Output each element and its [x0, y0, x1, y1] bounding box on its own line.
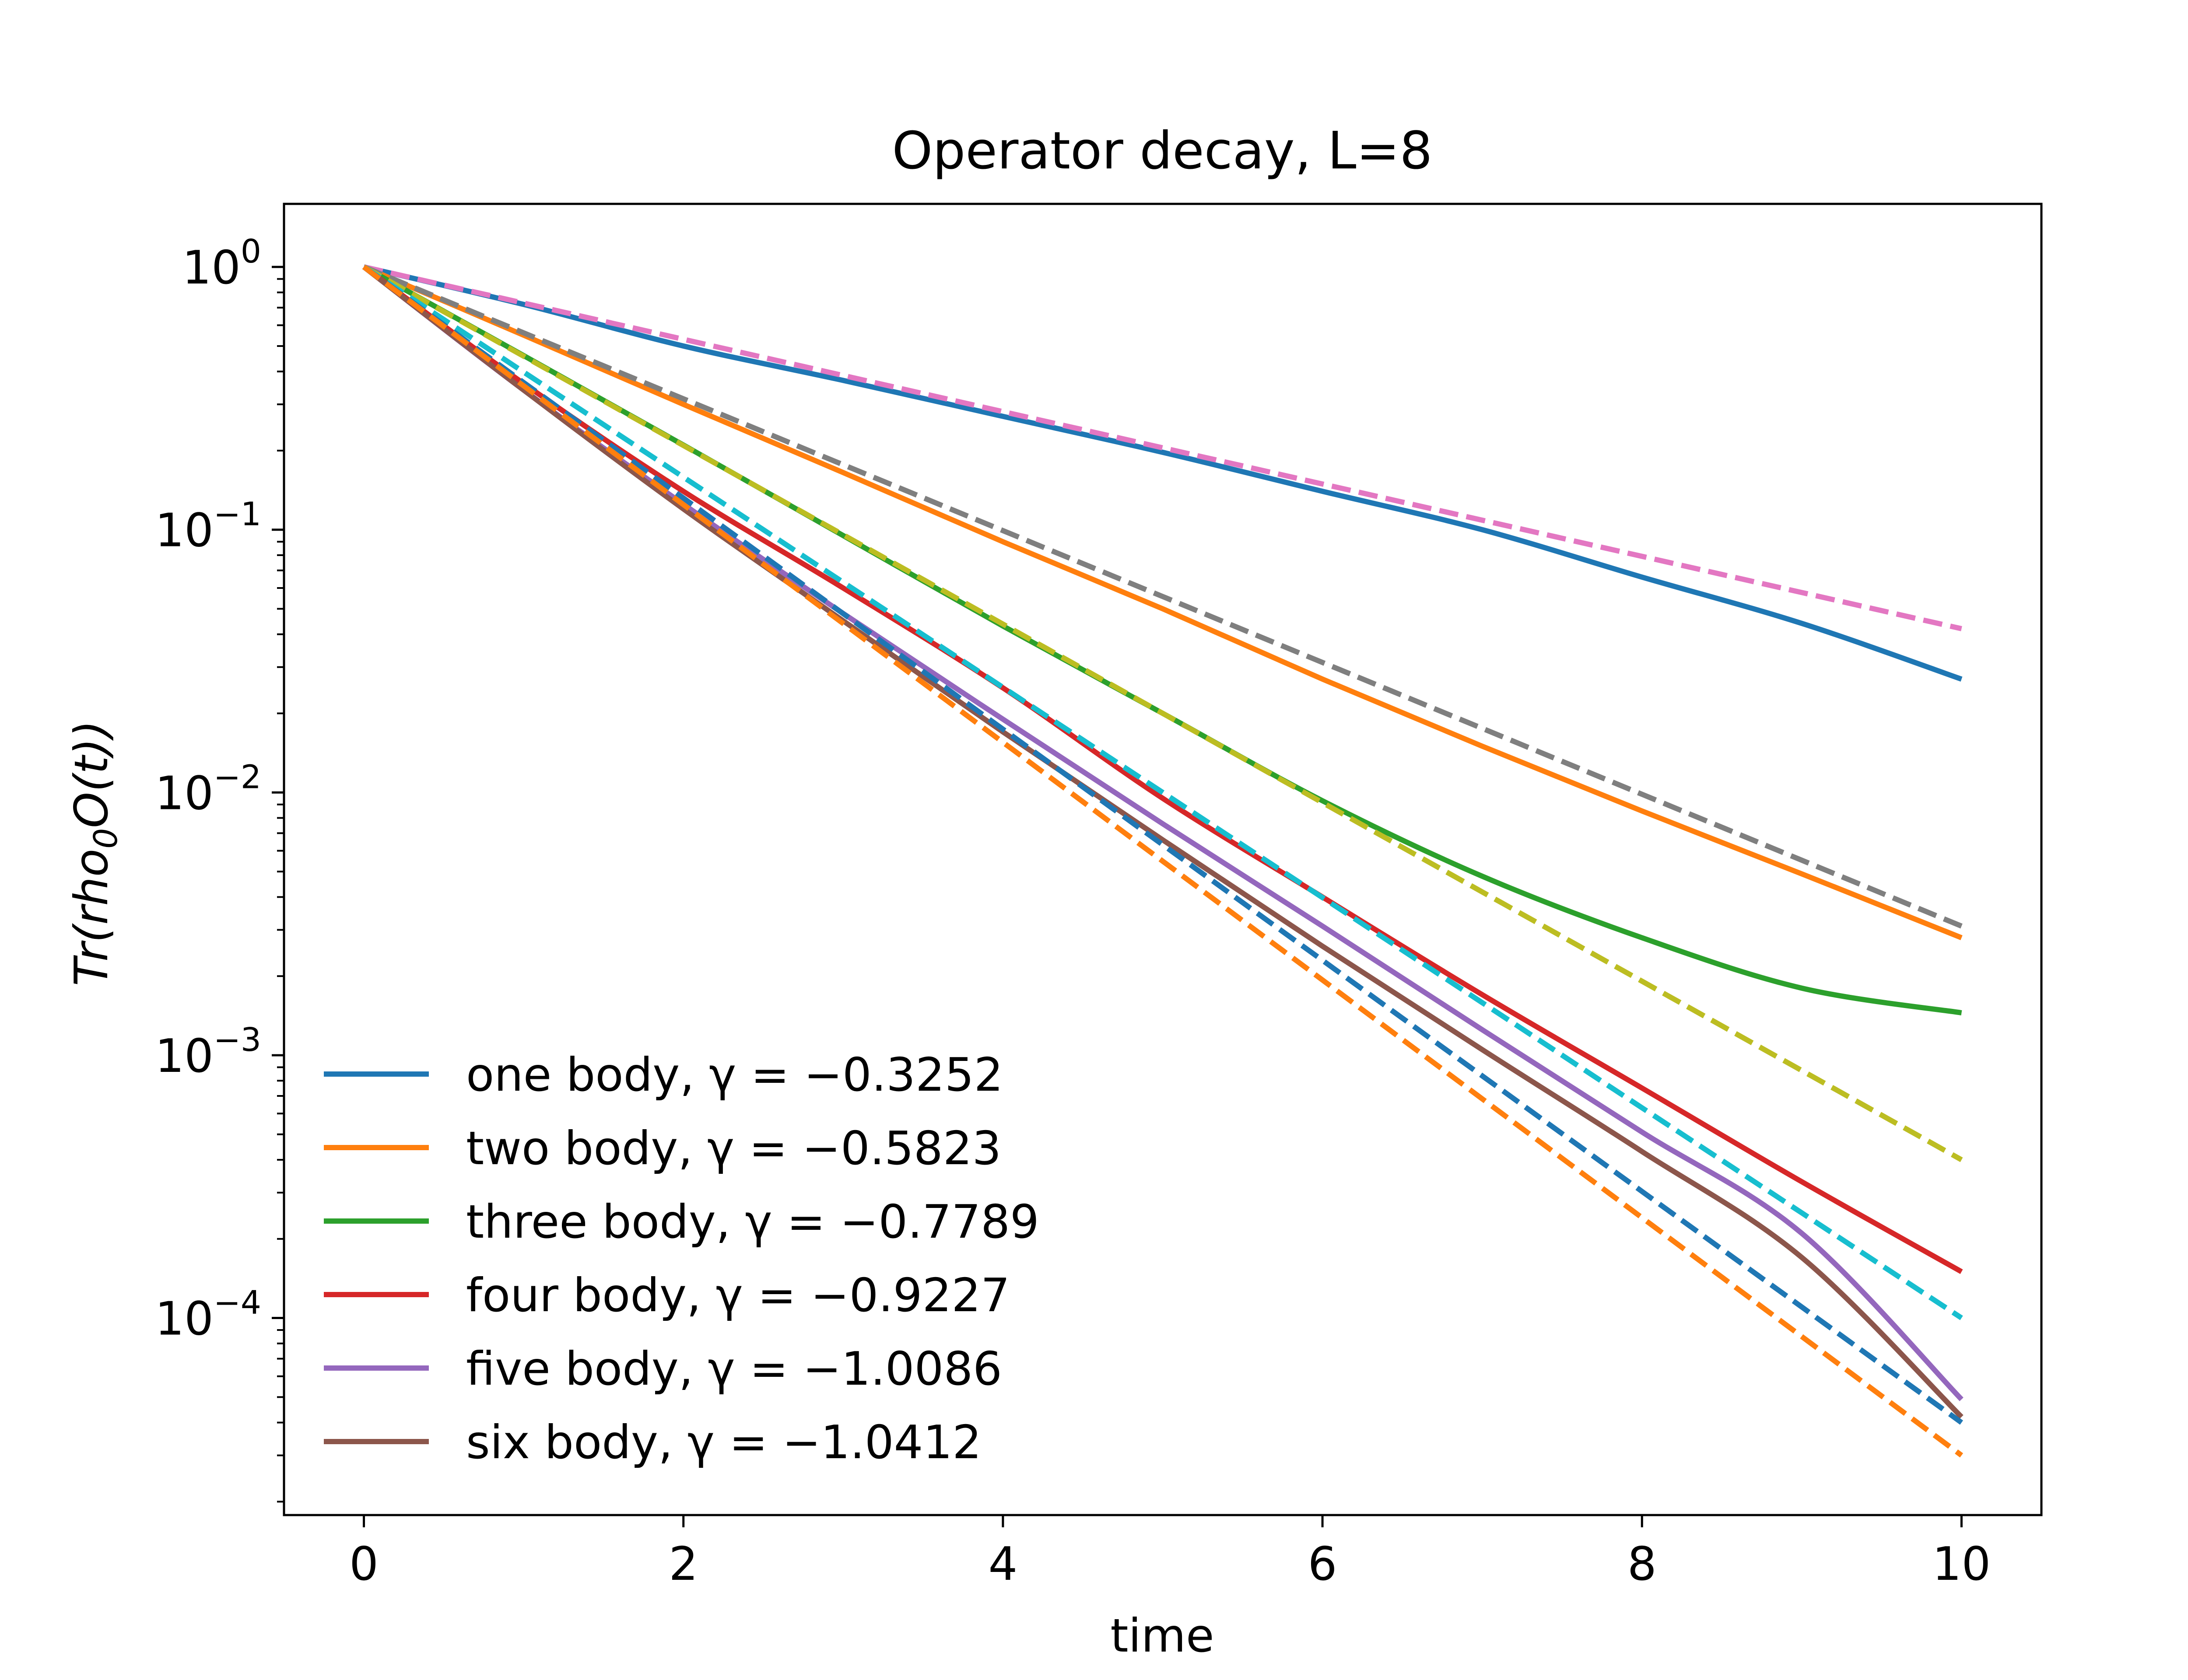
fit-line-dashed: [362, 265, 1963, 1320]
fit-line-dashed: [363, 264, 1962, 631]
axes-frame: [283, 203, 2043, 1516]
x-axis-label: time: [1110, 1609, 1214, 1662]
y-tick-label: 10−3: [155, 1021, 261, 1083]
x-tick-label: 10: [1932, 1537, 1991, 1591]
legend-label: two body, γ = −0.5823: [466, 1122, 1001, 1175]
x-tick-label: 0: [349, 1537, 379, 1591]
x-axis-ticks: 0 2 4 6 8 10: [349, 1515, 1991, 1591]
legend-label: six body, γ = −1.0412: [466, 1416, 982, 1469]
legend-label: five body, γ = −1.0086: [466, 1342, 1002, 1396]
series-line: [363, 264, 1963, 682]
series-line: [363, 264, 1963, 940]
fit-line-dashed: [362, 264, 1963, 1162]
y-axis-label-main: Tr(rho: [65, 849, 118, 986]
series-line: [362, 265, 1964, 1419]
series-lines: [362, 264, 1964, 1458]
y-axis-ticks: 100 10−1 10−2 10−3 10−4: [155, 233, 284, 1503]
series-line: [362, 265, 1963, 1274]
y-axis-label-tail: O(t)): [65, 720, 118, 828]
x-tick-label: 8: [1627, 1537, 1657, 1591]
y-tick-label: 100: [182, 233, 261, 294]
y-axis-label-subscript: 0: [87, 828, 125, 849]
y-axis-label: Tr(rho0O(t)): [65, 720, 125, 986]
fit-line-dashed: [362, 265, 1964, 1458]
legend-label: three body, γ = −0.7789: [466, 1195, 1039, 1249]
y-tick-label: 10−2: [155, 758, 261, 820]
chart-title: Operator decay, L=8: [892, 120, 1433, 181]
x-tick-label: 4: [989, 1537, 1018, 1591]
fit-line-dashed: [362, 265, 1964, 1425]
y-tick-label: 10−4: [155, 1284, 261, 1346]
legend-label: four body, γ = −0.9227: [466, 1269, 1010, 1322]
legend: one body, γ = −0.3252 two body, γ = −0.58…: [324, 1048, 1039, 1469]
y-tick-label: 10−1: [155, 496, 261, 557]
legend-label: one body, γ = −0.3252: [466, 1048, 1003, 1102]
fit-line-dashed: [363, 264, 1963, 929]
x-tick-label: 2: [669, 1537, 698, 1591]
x-tick-label: 6: [1308, 1537, 1337, 1591]
